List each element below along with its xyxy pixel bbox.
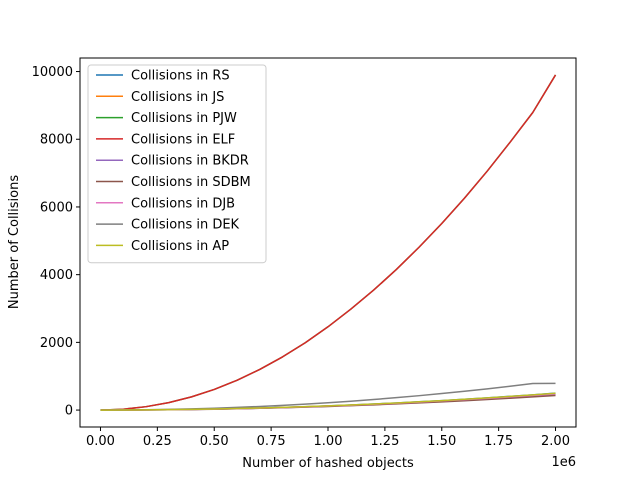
plot-series [100,74,557,411]
legend-entry-0: Collisions in RS [131,69,230,84]
legend-entry-6: Collisions in DJB [131,196,235,211]
y-axis-ticks: 0 2000 4000 6000 8000 10000 [32,65,80,419]
series-line-8 [100,392,556,411]
y-tick-label: 2000 [40,336,73,351]
legend-entry-5: Collisions in SDBM [131,175,251,190]
series-line-3 [100,74,557,411]
x-axis-offset-label: 1e6 [551,455,576,470]
legend: Collisions in RS Collisions in JS Collisio… [87,64,267,264]
legend-entry-7: Collisions in DEK [131,218,240,233]
x-tick-label: 1.50 [427,434,456,449]
x-tick-label: 0.75 [257,434,286,449]
y-axis-label: Number of Collisions [7,175,22,309]
x-axis-ticks: 0.00 0.25 0.50 0.75 1.00 1.25 1.50 1.75 2.00 [86,427,570,449]
y-tick-label: 10000 [32,65,73,80]
legend-box [87,64,267,264]
x-tick-label: 1.00 [314,434,343,449]
x-tick-label: 0.25 [143,434,172,449]
x-tick-label: 2.00 [541,434,570,449]
y-tick-label: 6000 [40,200,73,215]
y-tick-label: 4000 [40,268,73,283]
x-tick-label: 1.25 [370,434,399,449]
legend-entry-4: Collisions in BKDR [131,154,249,169]
x-tick-label: 0.00 [86,434,115,449]
legend-entry-2: Collisions in PJW [131,111,237,126]
y-tick-label: 8000 [40,133,73,148]
x-axis-label: Number of hashed objects [242,456,414,471]
legend-entry-3: Collisions in ELF [131,132,235,147]
legend-entry-8: Collisions in AP [131,239,229,254]
x-tick-label: 1.75 [484,434,513,449]
legend-entry-1: Collisions in JS [131,90,224,105]
y-tick-label: 0 [65,404,73,419]
x-tick-label: 0.50 [200,434,229,449]
